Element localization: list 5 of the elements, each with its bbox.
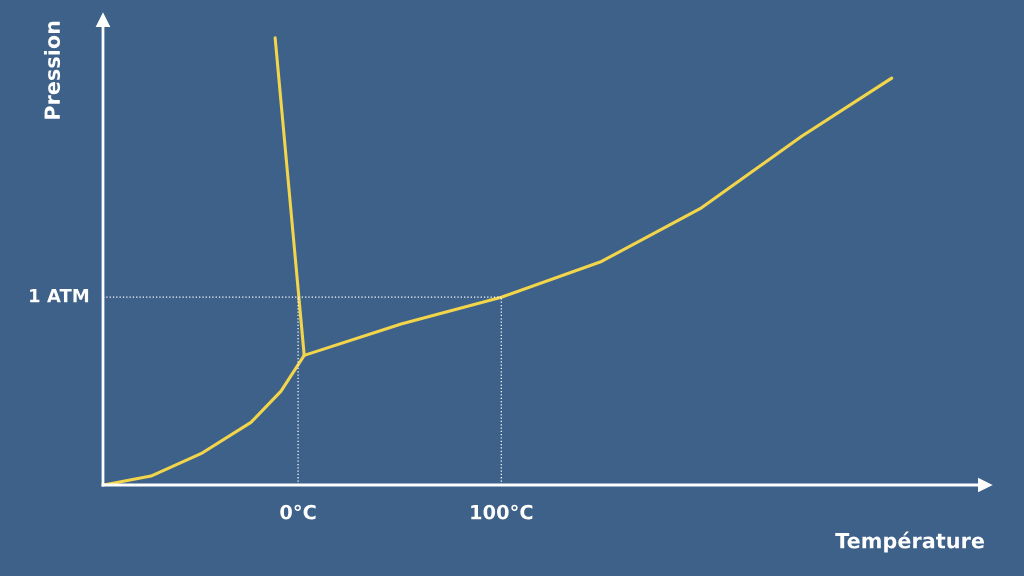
x-tick-label: 100°C <box>471 504 533 520</box>
ref-line-label: 1 ATM <box>30 289 89 303</box>
x-axis-title: Température <box>835 531 984 553</box>
x-tick-label: 0°C <box>280 504 316 520</box>
y-axis-title: Pression <box>43 21 61 119</box>
